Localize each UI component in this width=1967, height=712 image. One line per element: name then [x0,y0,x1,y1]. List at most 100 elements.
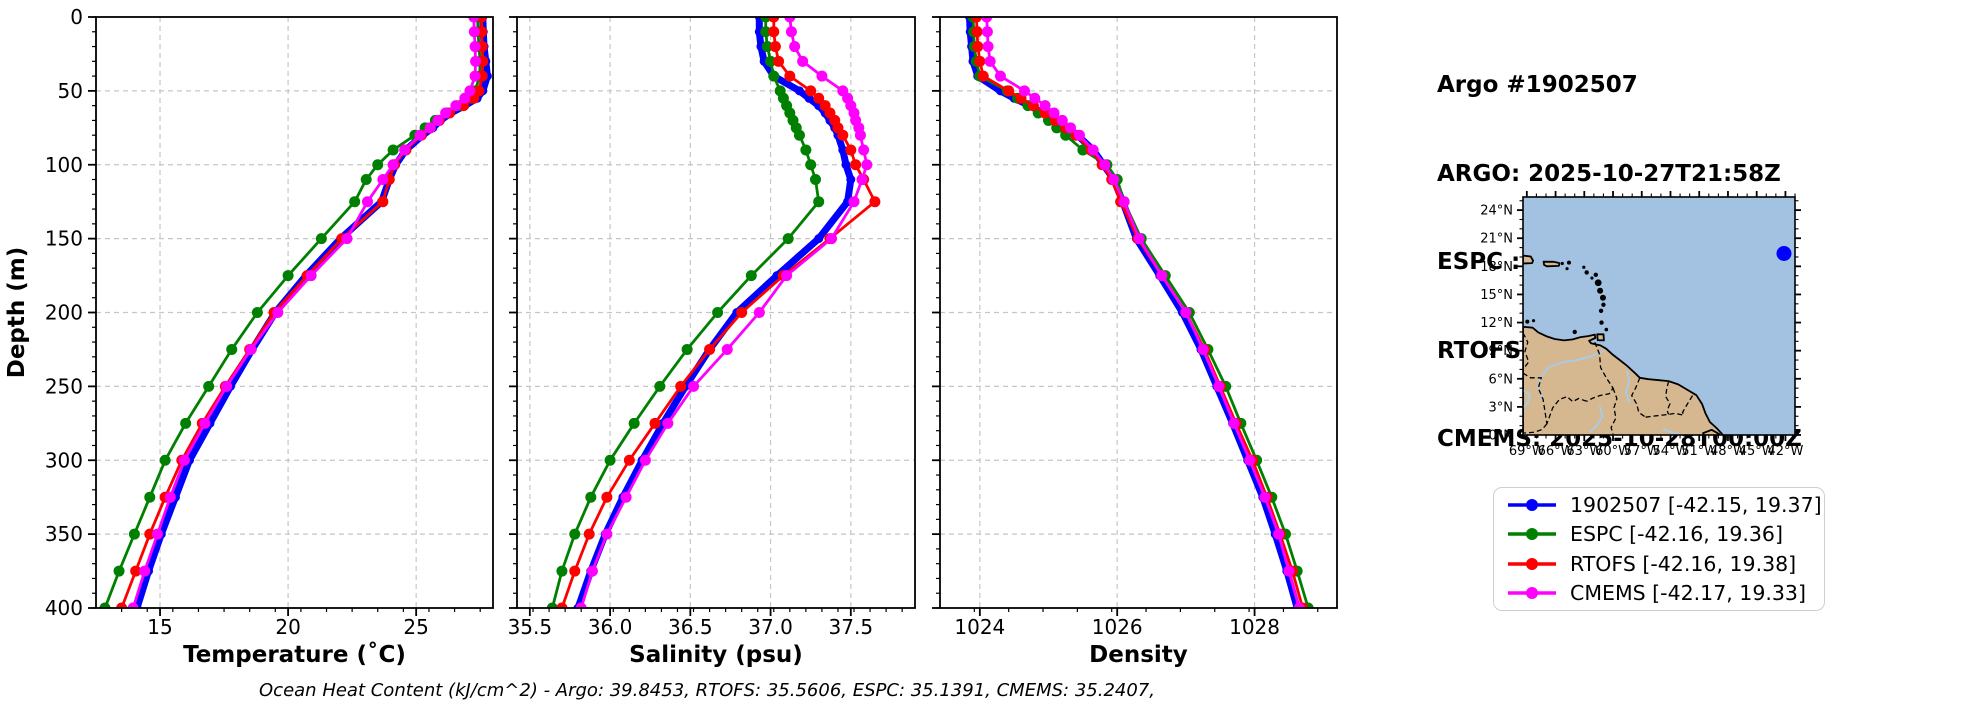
cmems-salinity-series [575,17,873,608]
legend-item-espc: ESPC [-42.16, 19.36] [1506,520,1824,550]
lat-tick-label: 3°N [1489,400,1514,415]
legend-item-cmems: CMEMS [-42.17, 19.33] [1506,579,1824,609]
island [1582,265,1586,269]
river-line [1523,389,1531,408]
legend-item-rtofs: RTOFS [-42.16, 19.38] [1506,549,1824,579]
lon-tick-label: 57°W [1624,444,1660,459]
country-border [1630,377,1646,418]
land-polygon [1523,325,1725,435]
country-border [1610,387,1618,435]
svg-text:20: 20 [275,615,300,639]
legend-label: ESPC [-42.16, 19.36] [1570,522,1783,547]
svg-text:50: 50 [58,79,83,103]
svg-text:0: 0 [70,5,83,29]
lat-tick-label: 12°N [1480,316,1513,331]
island [1597,287,1604,294]
lon-tick-label: 48°W [1710,444,1746,459]
island [1560,261,1564,266]
legend: 1902507 [-42.15, 19.37] ESPC [-42.16, 19… [1493,487,1825,611]
depth-axis-label: Depth (m) [4,247,30,379]
lon-tick-label: 60°W [1595,444,1631,459]
island [1525,319,1530,324]
island [1566,260,1571,265]
svg-text:25: 25 [403,615,428,639]
svg-text:36.0: 36.0 [588,615,633,639]
svg-text:200: 200 [45,301,83,325]
svg-text:350: 350 [45,522,83,546]
espc-salinity-series [546,17,825,608]
legend-label: RTOFS [-42.16, 19.38] [1570,551,1797,576]
svg-text:150: 150 [45,227,83,251]
lat-tick-label: 18°N [1480,260,1513,275]
svg-text:35.5: 35.5 [508,615,553,639]
lat-tick-label: 24°N [1480,204,1513,219]
cmems-density-series [981,17,1305,608]
ocean-heat-content-footer: Ocean Heat Content (kJ/cm^2) - Argo: 39.… [259,680,1155,701]
rtofs-salinity-series [556,17,881,608]
temperature-axis-label: Temperature (˚C) [183,641,406,668]
country-border [1546,395,1587,425]
island [1531,319,1536,323]
svg-text:37.5: 37.5 [829,615,874,639]
cmems-temperature-series [127,17,482,608]
land-polygon [1542,260,1561,268]
espc-line-marker-icon [1508,528,1556,541]
lon-tick-label: 42°W [1767,444,1803,459]
river-line [1589,405,1604,433]
rtofs-line-marker-icon [1508,557,1556,570]
land-polygon [1523,254,1534,265]
lon-tick-label: 69°W [1509,444,1545,459]
espc-temperature-series [99,17,486,608]
island [1572,329,1577,335]
lon-tick-label: 45°W [1739,444,1775,459]
land-polygon [1596,333,1605,342]
svg-text:1026: 1026 [1092,615,1143,639]
lat-tick-label: 15°N [1480,288,1513,303]
river-line [1625,370,1631,403]
legend-item-argo: 1902507 [-42.15, 19.37] [1506,490,1824,520]
map-area: 0°N 3°N 6°N 9°N 12°N 15°N 18°N 21°N 24°N 69°W66°W… [1480,191,1804,459]
locator-map: 0°N 3°N 6°N 9°N 12°N 15°N 18°N 21°N 24°N 69°W66°W… [1480,191,1804,459]
svg-text:37.0: 37.0 [748,615,793,639]
cmems-line-marker-icon [1508,587,1556,600]
temperature-panel: 15 20 25050100150200250300350400Temperatur… [45,5,494,668]
float-position-marker [1776,246,1792,262]
argo-line-marker-icon [1508,498,1556,511]
legend-label: CMEMS [-42.17, 19.33] [1570,581,1806,606]
lon-tick-label: 66°W [1538,444,1574,459]
density-axis-label: Density [1089,642,1188,668]
svg-text:400: 400 [45,596,83,620]
land-polygon [1702,428,1721,435]
profile-plots-figure: 15 20 25050100150200250300350400Temperatur… [4,5,1338,701]
lon-tick-label: 63°W [1566,444,1602,459]
lat-tick-label: 9°N [1489,344,1514,359]
island [1590,276,1594,280]
salinity-panel: 35.5 36.0 36.5 37.0 37.5 Salinity (psu) [508,16,916,668]
svg-text:15: 15 [147,615,172,639]
lat-tick-label: 21°N [1480,232,1513,247]
svg-text:250: 250 [45,374,83,398]
country-border [1523,423,1548,434]
island [1594,279,1602,287]
island [1599,320,1604,325]
salinity-axis-label: Salinity (psu) [629,642,803,668]
density-panel: 1024 1026 1028 Density [932,16,1338,668]
svg-text:100: 100 [45,153,83,177]
svg-text:1028: 1028 [1229,615,1280,639]
svg-text:300: 300 [45,448,83,472]
island [1565,267,1569,271]
island [1593,272,1598,277]
legend-label: 1902507 [-42.15, 19.37] [1570,492,1822,517]
country-border [1645,412,1685,418]
country-border [1665,380,1671,415]
svg-text:36.5: 36.5 [668,615,713,639]
lat-tick-label: 6°N [1489,372,1514,387]
island [1584,270,1589,275]
island [1601,302,1606,307]
country-border [1523,372,1548,424]
lon-tick-label: 51°W [1681,444,1717,459]
svg-text:1024: 1024 [954,615,1005,639]
header-line-title: Argo #1902507 [1437,72,1638,98]
lon-tick-label: 54°W [1653,444,1689,459]
